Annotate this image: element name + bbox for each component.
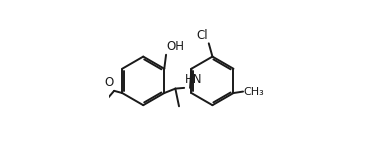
Text: CH₃: CH₃ xyxy=(244,87,265,97)
Text: O: O xyxy=(104,76,113,89)
Text: OH: OH xyxy=(167,40,185,53)
Text: HN: HN xyxy=(185,73,202,86)
Text: Cl: Cl xyxy=(197,29,208,42)
